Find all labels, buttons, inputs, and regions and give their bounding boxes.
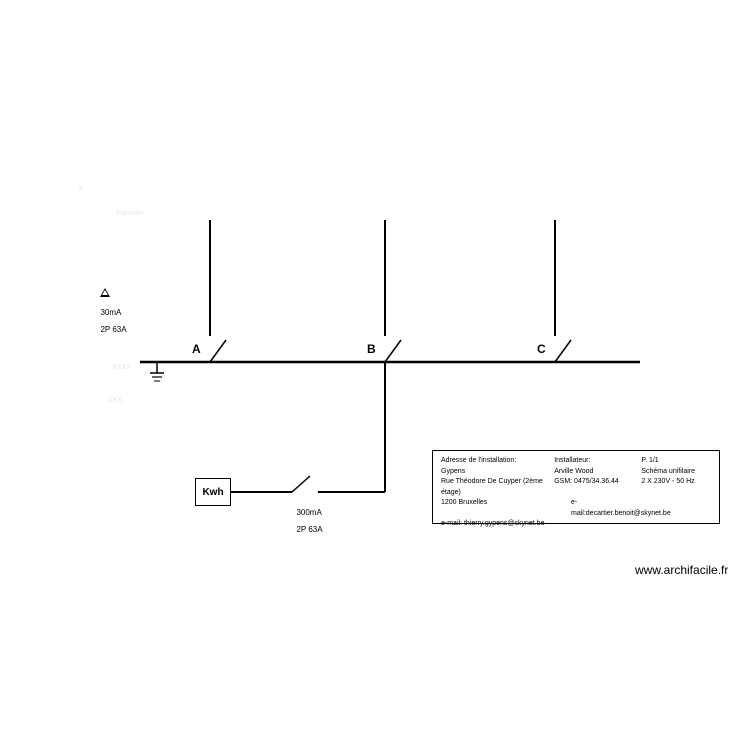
tb-installer: Arville Wood xyxy=(554,467,641,478)
tb-email1: e-mail: thierry.gypens@skynet.be xyxy=(441,519,671,530)
faint-1: Imprimer xyxy=(116,210,144,217)
branch-a-lever xyxy=(210,340,226,362)
tb-page: P. 1/1 xyxy=(641,456,711,467)
main-breaker-line2: 2P 63A xyxy=(296,525,322,534)
left-breaker-line1: 30mA xyxy=(100,308,121,317)
title-block: Adresse de l'installation: Installateur:… xyxy=(432,450,720,524)
faint-4: × xyxy=(78,183,84,194)
tb-inst-head: Installateur: xyxy=(554,456,641,467)
faint-2: XXXX xyxy=(112,364,131,371)
tb-schema: Schéma unifilaire xyxy=(641,467,711,478)
faint-3: XXX xyxy=(108,397,122,404)
watermark-link[interactable]: www.archifacile.fr xyxy=(635,563,728,577)
main-breaker-lever xyxy=(292,476,310,492)
main-breaker-line1: 300mA xyxy=(296,508,321,517)
branch-c-lever xyxy=(555,340,571,362)
left-breaker-line2: 2P 63A xyxy=(100,325,126,334)
branch-label-a: A xyxy=(192,342,201,356)
tb-gsm: GSM: 0475/34.36.44 xyxy=(554,477,641,498)
tb-addr-head: Adresse de l'installation: xyxy=(441,456,554,467)
branch-b-lever xyxy=(385,340,401,362)
wiring-layer xyxy=(0,0,750,750)
branch-label-b: B xyxy=(367,342,376,356)
diff-triangle-icon xyxy=(100,288,110,297)
tb-street: Rue Théodore De Cuyper (2ème étage) xyxy=(441,477,554,498)
branch-label-c: C xyxy=(537,342,546,356)
tb-owner: Gypens xyxy=(441,467,554,478)
left-breaker-rating: 30mA 2P 63A xyxy=(96,300,127,335)
main-breaker-rating: 300mA 2P 63A xyxy=(292,500,323,535)
tb-voltage: 2 X 230V - 50 Hz xyxy=(641,477,711,498)
tb-email2: e-mail:decartier.benoit@skynet.be xyxy=(571,498,671,519)
tb-city: 1200 Bruxelles xyxy=(441,498,571,519)
kwh-meter: Kwh xyxy=(195,478,231,506)
kwh-label: Kwh xyxy=(202,487,223,498)
